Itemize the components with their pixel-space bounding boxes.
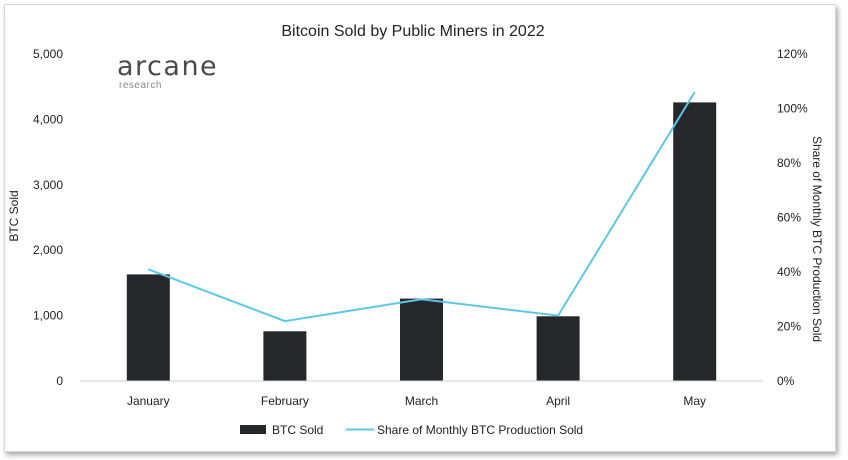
y2-tick-label: 80% xyxy=(777,156,801,170)
bar-april xyxy=(536,316,580,381)
bars-group xyxy=(126,102,717,382)
x-tick-labels: January February March April May xyxy=(127,394,706,408)
x-tick-label: April xyxy=(546,394,570,408)
x-tick-label: February xyxy=(261,394,309,408)
y-tick-labels: 0 1,000 2,000 3,000 4,000 5,000 xyxy=(33,47,63,388)
share-line xyxy=(147,91,696,323)
x-tick-label: May xyxy=(683,394,706,408)
legend-label-btc-sold: BTC Sold xyxy=(272,423,323,437)
bar-february xyxy=(263,331,307,381)
y-tick-label: 2,000 xyxy=(33,243,63,257)
y-tick-label: 0 xyxy=(56,374,63,388)
bar-march xyxy=(400,298,443,381)
y-axis-title: BTC Sold xyxy=(7,190,21,241)
x-tick-label: January xyxy=(127,394,170,408)
y2-tick-label: 60% xyxy=(777,211,801,225)
arcane-logo-word: arcane xyxy=(117,51,219,82)
arcane-logo-sub: research xyxy=(119,80,162,91)
y2-tick-label: 40% xyxy=(777,265,801,279)
y2-tick-label: 100% xyxy=(777,102,808,116)
legend-label-share: Share of Monthly BTC Production Sold xyxy=(377,423,583,437)
y-tick-label: 5,000 xyxy=(33,47,63,61)
x-tick-label: March xyxy=(405,394,438,408)
y2-tick-label: 0% xyxy=(777,374,795,388)
legend-swatch-btc-sold xyxy=(240,425,266,434)
y-tick-label: 1,000 xyxy=(33,309,63,323)
y-tick-label: 3,000 xyxy=(33,178,63,192)
y-tick-label: 4,000 xyxy=(33,112,63,126)
bar-may xyxy=(673,102,717,382)
y2-tick-label: 20% xyxy=(777,320,801,334)
y2-axis-title: Share of Monthly BTC Production Sold xyxy=(810,136,824,342)
legend: BTC Sold Share of Monthly BTC Production… xyxy=(240,423,583,437)
y2-tick-labels: 0% 20% 40% 60% 80% 100% 120% xyxy=(777,47,808,388)
y2-tick-label: 120% xyxy=(777,47,808,61)
bar-january xyxy=(126,274,170,381)
chart-title: Bitcoin Sold by Public Miners in 2022 xyxy=(281,23,545,40)
